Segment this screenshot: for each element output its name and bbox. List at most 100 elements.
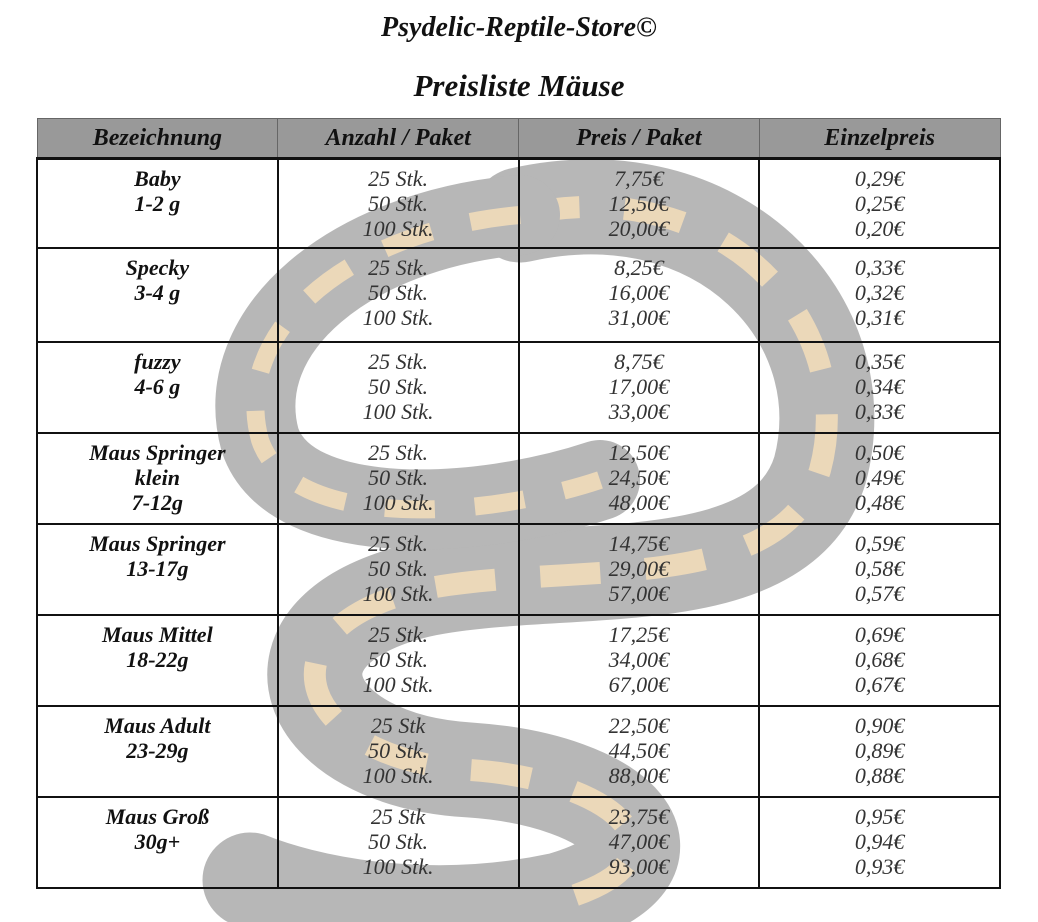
table-cell: Specky 3-4 g xyxy=(36,246,279,343)
table-cell: 0,59€ 0,58€ 0,57€ xyxy=(758,522,1001,616)
table-cell: 0,90€ 0,89€ 0,88€ xyxy=(758,704,1001,798)
pack-price: 8,75€ xyxy=(614,348,664,374)
pack-price: 22,50€ xyxy=(608,712,670,738)
pack-size: 25 Stk. xyxy=(368,530,429,556)
pack-price: 48,00€ xyxy=(608,489,670,515)
table-cell: 0,69€ 0,68€ 0,67€ xyxy=(758,613,1001,707)
unit-price: 0,88€ xyxy=(854,762,905,788)
column-header: Anzahl / Paket xyxy=(277,118,519,160)
pack-size: 100 Stk. xyxy=(362,671,434,697)
item-name: 7-12g xyxy=(131,489,184,515)
pack-size: 100 Stk. xyxy=(362,489,434,515)
column-header: Einzelpreis xyxy=(758,118,1001,160)
item-name: Maus Adult xyxy=(104,712,211,738)
table-cell: 25 Stk. 50 Stk. 100 Stk. xyxy=(276,340,520,434)
table-row: Maus Mittel 18-22g 25 Stk. 50 Stk. 100 Stk. 1… xyxy=(36,613,1001,707)
unit-price: 0,57€ xyxy=(854,580,905,606)
pack-price: 57,00€ xyxy=(608,580,670,606)
pack-size: 100 Stk. xyxy=(362,853,434,879)
pack-size: 100 Stk. xyxy=(362,216,434,241)
table-cell: Maus Mittel 18-22g xyxy=(36,613,279,707)
item-name: 4-6 g xyxy=(134,373,181,399)
pack-price: 24,50€ xyxy=(608,464,670,490)
pack-size: 50 Stk. xyxy=(368,464,429,490)
table-cell: 0,29€ 0,25€ 0,20€ xyxy=(758,157,1001,249)
unit-price: 0,33€ xyxy=(854,254,905,280)
unit-price: 0,59€ xyxy=(854,530,905,556)
pack-size: 50 Stk. xyxy=(368,555,429,581)
unit-price: 0,25€ xyxy=(854,191,905,216)
list-title: Preisliste Mäuse xyxy=(413,68,625,103)
unit-price: 0,34€ xyxy=(854,373,905,399)
unit-price: 0,32€ xyxy=(854,279,905,305)
pack-price: 7,75€ xyxy=(614,166,664,191)
pack-size: 25 Stk. xyxy=(368,621,429,647)
unit-price: 0,33€ xyxy=(854,398,905,424)
pack-size: 25 Stk. xyxy=(368,348,429,374)
pack-price: 44,50€ xyxy=(608,737,670,763)
item-name: fuzzy xyxy=(134,348,181,374)
item-name: Baby xyxy=(134,166,181,191)
pack-size: 25 Stk xyxy=(370,803,426,829)
item-name: 13-17g xyxy=(126,555,189,581)
table-cell: 22,50€ 44,50€ 88,00€ xyxy=(517,704,761,798)
table-row: Maus Springer klein 7-12g 25 Stk. 50 Stk. 100… xyxy=(36,431,1001,525)
table-cell: 25 Stk 50 Stk. 100 Stk. xyxy=(276,704,520,798)
pack-size: 100 Stk. xyxy=(362,580,434,606)
table-cell: 7,75€ 12,50€ 20,00€ xyxy=(517,157,761,249)
pack-price: 31,00€ xyxy=(608,304,670,330)
table-row: Maus Groß 30g+ 25 Stk 50 Stk. 100 Stk. 23,75€… xyxy=(36,795,1001,889)
table-row: fuzzy 4-6 g 25 Stk. 50 Stk. 100 Stk. 8,75€ 17,… xyxy=(36,340,1001,434)
unit-price: 0,67€ xyxy=(854,671,905,697)
pack-price: 17,25€ xyxy=(608,621,670,647)
table-cell: 0,50€ 0,49€ 0,48€ xyxy=(758,431,1001,525)
unit-price: 0,58€ xyxy=(854,555,905,581)
pack-size: 50 Stk. xyxy=(368,646,429,672)
pack-size: 50 Stk. xyxy=(368,279,429,305)
store-title: Psydelic-Reptile-Store© xyxy=(381,12,657,43)
unit-price: 0,49€ xyxy=(854,464,905,490)
table-cell: Baby 1-2 g xyxy=(36,157,279,249)
table-cell: 25 Stk. 50 Stk. 100 Stk. xyxy=(276,246,520,343)
table-cell: Maus Groß 30g+ xyxy=(36,795,279,889)
pack-price: 29,00€ xyxy=(608,555,670,581)
item-name: Specky xyxy=(125,254,190,280)
pack-size: 50 Stk. xyxy=(368,191,429,216)
unit-price: 0,89€ xyxy=(854,737,905,763)
table-cell: 8,75€ 17,00€ 33,00€ xyxy=(517,340,761,434)
unit-price: 0,20€ xyxy=(854,216,905,241)
item-name: 3-4 g xyxy=(134,279,181,305)
pack-size: 25 Stk xyxy=(370,712,426,738)
item-name: Maus Mittel xyxy=(102,621,213,647)
table-row: Specky 3-4 g 25 Stk. 50 Stk. 100 Stk. 8,25€ 16… xyxy=(36,246,1001,343)
item-name: 1-2 g xyxy=(134,191,181,216)
pack-size: 100 Stk. xyxy=(362,762,434,788)
price-table: Bezeichnung Anzahl / Paket Preis / Paket Ei… xyxy=(36,118,1001,889)
pack-price: 8,25€ xyxy=(614,254,664,280)
table-cell: 25 Stk. 50 Stk. 100 Stk. xyxy=(276,522,520,616)
unit-price: 0,94€ xyxy=(854,828,905,854)
pack-size: 50 Stk. xyxy=(368,828,429,854)
table-row: Maus Springer 13-17g 25 Stk. 50 Stk. 100 Stk… xyxy=(36,522,1001,616)
pack-size: 50 Stk. xyxy=(368,373,429,399)
table-cell: 25 Stk 50 Stk. 100 Stk. xyxy=(276,795,520,889)
pack-price: 20,00€ xyxy=(608,216,670,241)
item-name: Maus Groß xyxy=(105,803,210,829)
item-name: Maus Springer xyxy=(89,439,226,465)
pack-price: 47,00€ xyxy=(608,828,670,854)
pack-price: 12,50€ xyxy=(608,439,670,465)
pack-price: 33,00€ xyxy=(608,398,670,424)
pack-size: 25 Stk. xyxy=(368,439,429,465)
unit-price: 0,50€ xyxy=(854,439,905,465)
table-cell: fuzzy 4-6 g xyxy=(36,340,279,434)
unit-price: 0,69€ xyxy=(854,621,905,647)
item-name: 30g+ xyxy=(134,828,181,854)
table-cell: 0,35€ 0,34€ 0,33€ xyxy=(758,340,1001,434)
pack-price: 34,00€ xyxy=(608,646,670,672)
unit-price: 0,29€ xyxy=(854,166,905,191)
pack-price: 14,75€ xyxy=(608,530,670,556)
unit-price: 0,68€ xyxy=(854,646,905,672)
column-header: Preis / Paket xyxy=(518,118,760,160)
table-cell: Maus Adult 23-29g xyxy=(36,704,279,798)
table-body: Baby 1-2 g 25 Stk. 50 Stk. 100 Stk. 7,75€ 12,5… xyxy=(36,157,1001,889)
